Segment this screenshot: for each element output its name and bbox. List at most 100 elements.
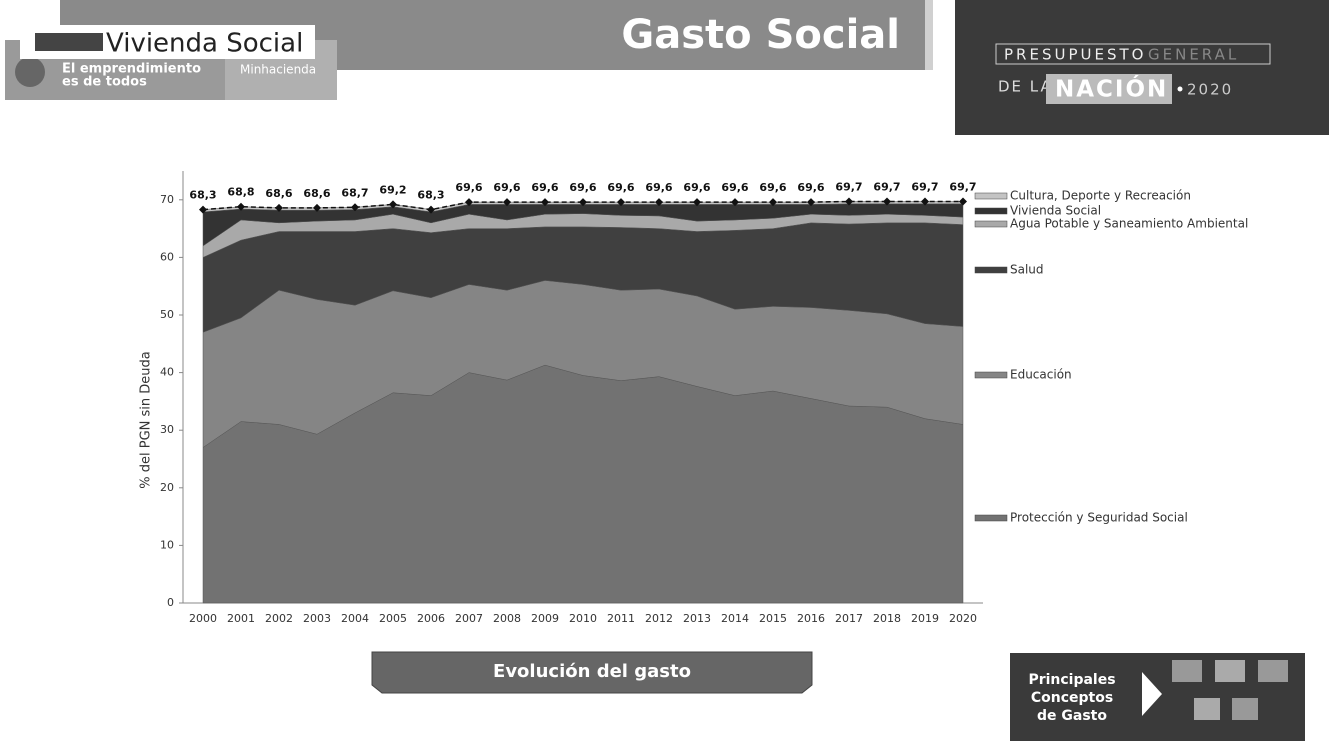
total-marker <box>655 198 663 207</box>
x-tick-label: 2005 <box>379 612 407 625</box>
y-axis-label: % del PGN sin Deuda <box>139 351 154 488</box>
legend-swatch <box>974 192 1008 200</box>
thumbnail[interactable] <box>1232 698 1258 720</box>
y-tick-label: 20 <box>160 481 174 494</box>
total-marker <box>541 198 549 207</box>
total-marker <box>199 205 207 214</box>
x-tick-label: 2014 <box>721 612 749 625</box>
total-marker <box>503 198 511 207</box>
x-tick-label: 2006 <box>417 612 445 625</box>
total-label: 68,3 <box>189 189 216 202</box>
badge-box <box>955 0 1329 135</box>
thumbnail[interactable] <box>1194 698 1220 720</box>
x-tick-label: 2011 <box>607 612 635 625</box>
total-marker <box>921 197 929 206</box>
badge-text: GENERAL <box>1148 46 1239 64</box>
legend-swatch <box>974 371 1008 379</box>
legend-label: Salud <box>1010 263 1044 277</box>
y-tick-label: 60 <box>160 250 174 263</box>
total-label: 69,6 <box>683 181 710 194</box>
y-tick-label: 0 <box>167 596 174 609</box>
legend-label: Protección y Seguridad Social <box>1010 511 1188 525</box>
x-tick-label: 2017 <box>835 612 863 625</box>
page-title: Gasto Social <box>621 12 900 58</box>
x-tick-label: 2000 <box>189 612 217 625</box>
total-label: 69,7 <box>835 181 862 194</box>
x-tick-label: 2004 <box>341 612 369 625</box>
total-label: 68,6 <box>303 187 330 200</box>
thumbnail[interactable] <box>1258 660 1288 682</box>
total-marker <box>427 205 435 214</box>
button-label: Evolución del gasto <box>493 661 691 682</box>
y-tick-label: 70 <box>160 193 174 206</box>
total-marker <box>465 198 473 207</box>
y-tick-label: 40 <box>160 366 174 379</box>
x-tick-label: 2009 <box>531 612 559 625</box>
badge-text: PRESUPUESTO <box>1004 46 1146 64</box>
x-tick-label: 2002 <box>265 612 293 625</box>
total-marker <box>883 197 891 206</box>
x-tick-label: 2015 <box>759 612 787 625</box>
x-tick-label: 2016 <box>797 612 825 625</box>
total-marker <box>351 203 359 212</box>
total-marker <box>313 203 321 212</box>
badge-frame <box>995 43 1271 65</box>
total-label: 69,6 <box>645 181 672 194</box>
badge-dot <box>1177 86 1183 92</box>
total-label: 69,6 <box>493 181 520 194</box>
nav-label: de Gasto <box>1037 708 1107 724</box>
nav-arrow <box>1142 672 1162 716</box>
total-label: 69,6 <box>797 181 824 194</box>
total-label: 69,2 <box>379 183 406 196</box>
evolution-button[interactable] <box>371 651 813 694</box>
total-line <box>202 200 963 211</box>
thumbnail[interactable] <box>1172 660 1202 682</box>
total-marker <box>807 198 815 207</box>
legend-label: Vivienda Social <box>1010 204 1101 218</box>
x-tick-label: 2020 <box>949 612 977 625</box>
legend-swatch <box>974 514 1008 522</box>
total-marker <box>275 203 283 212</box>
nav-label: Principales <box>1028 672 1115 688</box>
total-label: 68,8 <box>227 186 254 199</box>
ministry: Minhacienda <box>240 63 316 77</box>
x-tick-label: 2019 <box>911 612 939 625</box>
chart: 0 10 20 30 40 50 60 70 2000 2001 2002 2003 2004 2005 2… <box>160 171 1248 625</box>
badge-text: NACIÓN <box>1055 75 1168 103</box>
total-marker <box>769 198 777 207</box>
total-marker <box>389 200 397 209</box>
total-marker <box>617 198 625 207</box>
total-marker <box>959 197 967 206</box>
section-swatch <box>35 33 103 51</box>
x-tick-label: 2013 <box>683 612 711 625</box>
x-tick-label: 2010 <box>569 612 597 625</box>
total-label: 69,6 <box>531 181 558 194</box>
total-label: 69,7 <box>911 181 938 194</box>
legend-swatch <box>974 266 1008 274</box>
total-label: 68,7 <box>341 186 368 199</box>
y-tick-label: 10 <box>160 538 174 551</box>
thumbnail[interactable] <box>1215 660 1245 682</box>
total-marker <box>693 198 701 207</box>
nav-label: Conceptos <box>1031 690 1113 706</box>
x-tick-label: 2007 <box>455 612 483 625</box>
legend-label: Agua Potable y Saneamiento Ambiental <box>1010 217 1248 231</box>
total-label: 68,6 <box>265 187 292 200</box>
banner-edge <box>925 0 933 70</box>
badge-text: 2020 <box>1187 81 1233 99</box>
total-label: 69,6 <box>569 181 596 194</box>
total-label: 69,6 <box>607 181 634 194</box>
y-tick-label: 50 <box>160 308 174 321</box>
total-label: 69,6 <box>455 181 482 194</box>
x-tick-label: 2018 <box>873 612 901 625</box>
badge-text: DE LA <box>998 78 1053 96</box>
legend-swatch <box>974 207 1008 215</box>
x-tick-label: 2012 <box>645 612 673 625</box>
total-label: 69,7 <box>873 181 900 194</box>
legend-swatch <box>974 220 1008 228</box>
badge-highlight <box>1046 74 1172 104</box>
x-tick-label: 2001 <box>227 612 255 625</box>
total-label: 68,3 <box>417 189 444 202</box>
